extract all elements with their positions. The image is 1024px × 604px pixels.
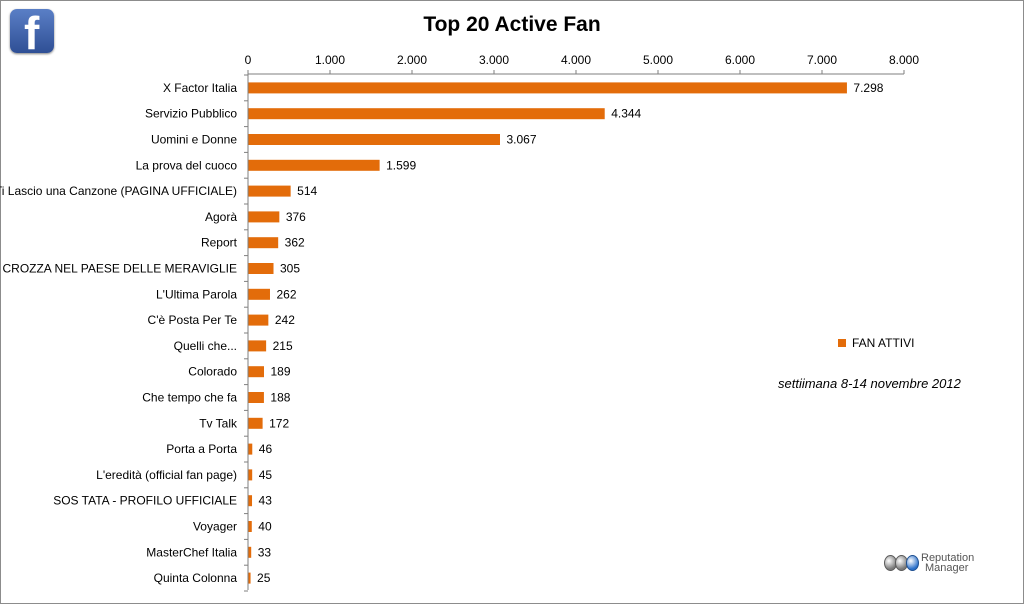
category-label: SOS TATA - PROFILO UFFICIALE: [53, 494, 237, 508]
bar: [248, 185, 291, 197]
data-label: 188: [270, 391, 290, 405]
category-label: Agorà: [205, 210, 237, 224]
bar: [248, 237, 279, 249]
data-label: 40: [258, 520, 272, 534]
category-label: X Factor Italia: [163, 81, 237, 95]
x-tick-label: 5.000: [643, 53, 673, 67]
bar: [248, 521, 252, 532]
data-label: 362: [285, 236, 305, 250]
x-tick-label: 8.000: [889, 53, 919, 67]
category-label: CROZZA NEL PAESE DELLE MERAVIGLIE: [2, 262, 237, 276]
x-tick-label: 7.000: [807, 53, 837, 67]
category-label: Porta a Porta: [166, 442, 237, 456]
bar: [248, 108, 605, 120]
bar: [248, 211, 280, 223]
category-label: Uomini e Donne: [151, 133, 237, 147]
data-label: 189: [270, 365, 290, 379]
category-label: Colorado: [188, 365, 237, 379]
data-label: 215: [273, 339, 293, 353]
chart-title: Top 20 Active Fan: [423, 13, 601, 36]
category-label: Report: [201, 236, 238, 250]
category-label: L'eredità (official fan page): [96, 468, 237, 482]
data-label: 172: [269, 416, 289, 430]
bar: [248, 392, 264, 403]
rm-logo-line2: Manager: [925, 562, 969, 574]
data-label: 7.298: [853, 81, 883, 95]
data-label: 1.599: [386, 158, 416, 172]
legend-swatch: [838, 339, 846, 347]
bar: [248, 263, 274, 274]
x-tick-label: 2.000: [397, 53, 427, 67]
x-tick-label: 1.000: [315, 53, 345, 67]
bar: [248, 340, 267, 352]
category-label: Ti Lascio una Canzone (PAGINA UFFICIALE): [0, 184, 237, 198]
reputation-manager-logo: Reputation Manager: [884, 552, 975, 574]
category-label: L'Ultima Parola: [156, 287, 237, 301]
bar: [248, 495, 253, 507]
reputation-manager-mark-icon: [884, 555, 919, 571]
data-label: 4.344: [611, 107, 641, 121]
data-label: 305: [280, 262, 300, 276]
week-annotation: settiimana 8-14 novembre 2012: [778, 376, 961, 391]
bar: [248, 288, 270, 300]
data-label: 43: [259, 494, 273, 508]
data-label: 25: [257, 571, 271, 585]
category-label: La prova del cuoco: [136, 158, 238, 172]
bar: [248, 469, 253, 481]
category-label: Quinta Colonna: [154, 571, 238, 585]
bar: [248, 366, 264, 378]
category-label: Voyager: [193, 520, 237, 534]
data-label: 242: [275, 313, 295, 327]
category-label: C'è Posta Per Te: [148, 313, 238, 327]
x-tick-label: 4.000: [561, 53, 591, 67]
x-tick-label: 3.000: [479, 53, 509, 67]
bar: [248, 82, 847, 94]
category-label: Servizio Pubblico: [145, 107, 237, 121]
bar: [248, 314, 269, 326]
bar: [248, 443, 253, 455]
data-label: 33: [258, 545, 272, 559]
category-label: Quelli che...: [174, 339, 237, 353]
legend-label: FAN ATTIVI: [852, 336, 915, 350]
data-label: 46: [259, 442, 273, 456]
rm-logo-line1: Reputation: [921, 552, 975, 564]
bar: [248, 572, 251, 584]
bar: [248, 134, 500, 145]
category-label: Che tempo che fa: [142, 391, 237, 405]
data-label: 376: [286, 210, 306, 224]
data-label: 45: [259, 468, 273, 482]
category-label: Tv Talk: [199, 416, 238, 430]
legend: FAN ATTIVI: [838, 336, 914, 350]
x-tick-label: 0: [245, 53, 252, 67]
data-label: 514: [297, 184, 317, 198]
data-label: 262: [276, 287, 296, 301]
bar: [248, 417, 263, 429]
facebook-logo-icon: f: [10, 9, 54, 53]
category-label: MasterChef Italia: [146, 545, 237, 559]
x-tick-label: 6.000: [725, 53, 755, 67]
bar: [248, 159, 380, 171]
data-label: 3.067: [506, 133, 536, 147]
bar: [248, 546, 252, 558]
